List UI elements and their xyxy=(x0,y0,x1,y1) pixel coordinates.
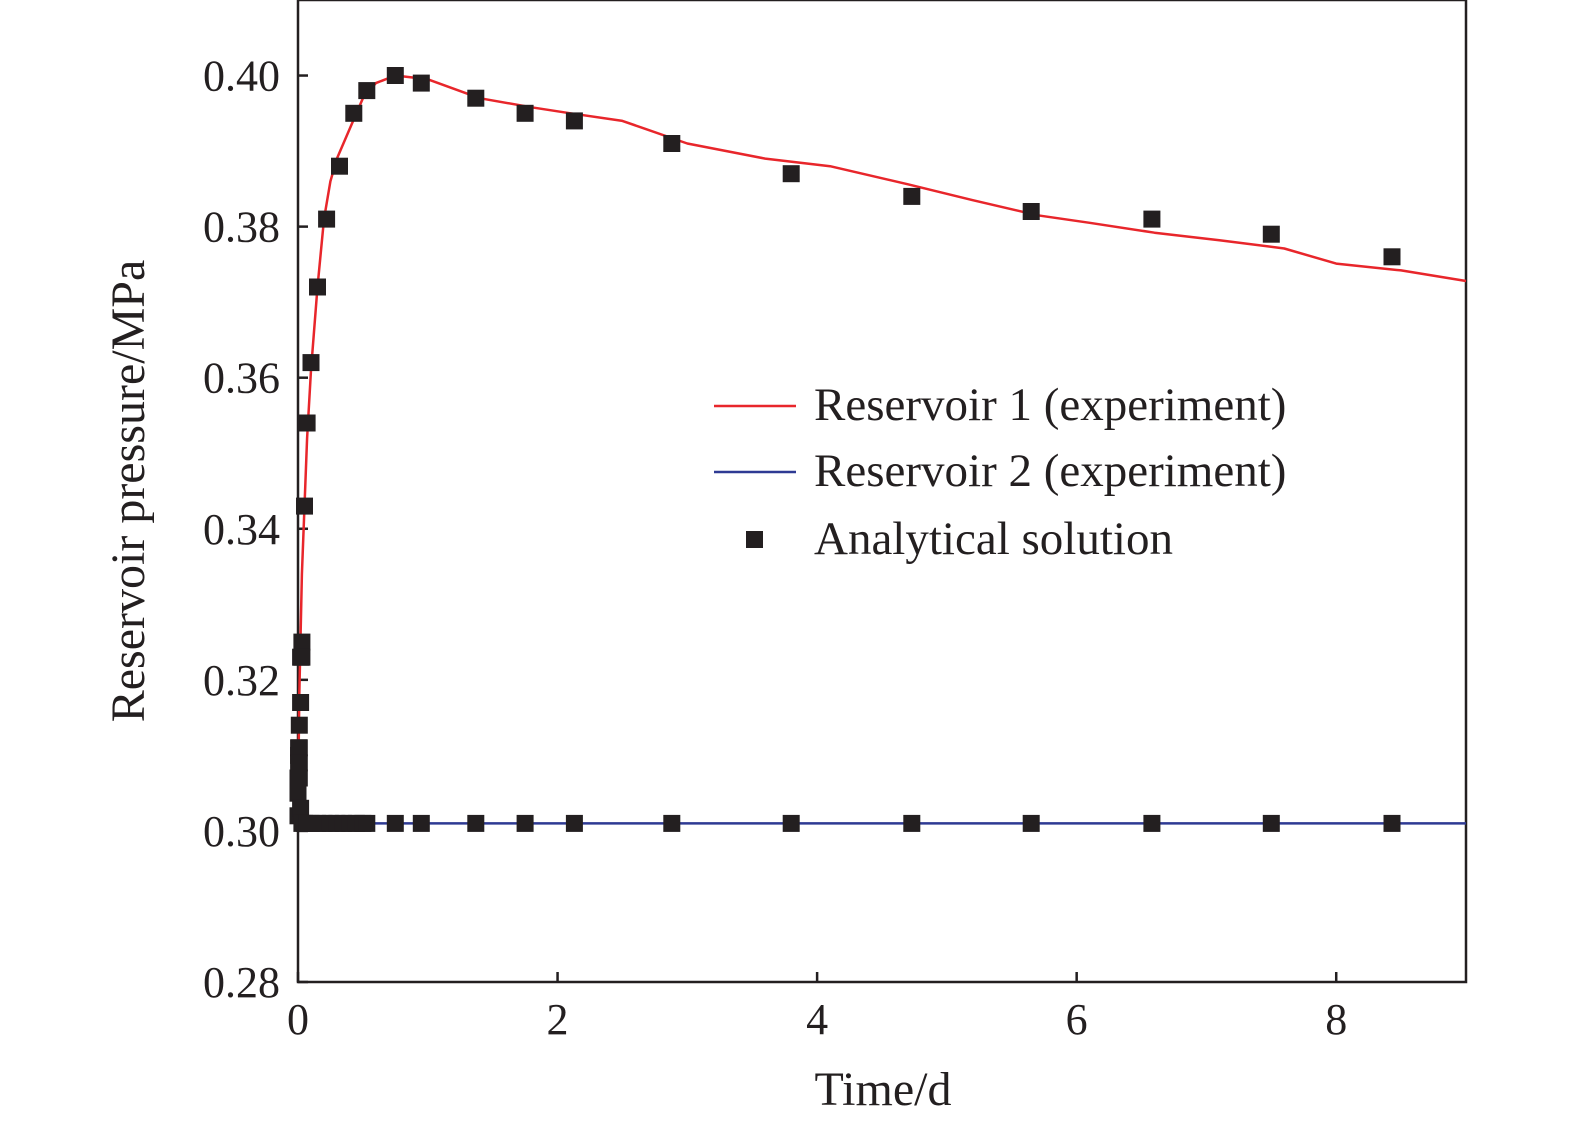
series-line xyxy=(296,761,1466,825)
x-tick-label: 2 xyxy=(547,995,569,1044)
x-tick-label: 4 xyxy=(806,995,828,1044)
series-3 xyxy=(289,67,1401,832)
ticks-layer: 0 2 4 6 8 0.28 0.30 0.32 0.34 0.36 0.38 0.40 xyxy=(203,52,1347,1044)
data-point xyxy=(331,157,348,175)
legend-swatch-analytical xyxy=(746,531,763,548)
legend-label-reservoir-1: Reservoir 1 (experiment) xyxy=(814,379,1286,431)
data-point xyxy=(309,278,326,296)
x-tick-label: 6 xyxy=(1066,995,1088,1044)
data-point xyxy=(467,814,485,832)
data-point xyxy=(1383,248,1401,266)
data-point xyxy=(565,814,583,832)
data-point xyxy=(412,74,430,92)
data-point xyxy=(663,814,681,832)
data-point xyxy=(1262,225,1280,243)
x-axis-title: Time/d xyxy=(815,1063,952,1116)
data-point xyxy=(345,104,363,122)
data-point xyxy=(292,694,310,711)
data-point xyxy=(1143,814,1161,832)
y-axis-title: Reservoir pressure/MPa xyxy=(102,260,155,723)
data-point xyxy=(663,135,681,152)
data-point xyxy=(516,814,534,832)
data-point xyxy=(293,648,311,666)
data-point xyxy=(516,104,534,122)
data-point xyxy=(1022,203,1040,220)
data-point xyxy=(386,67,404,84)
data-point xyxy=(293,633,311,651)
data-point xyxy=(1143,210,1161,228)
data-point xyxy=(290,769,308,787)
data-point xyxy=(358,82,376,100)
series-2 xyxy=(296,761,1466,825)
legend-label-reservoir-2: Reservoir 2 (experiment) xyxy=(814,445,1286,497)
y-tick-label: 0.36 xyxy=(203,354,280,403)
data-point xyxy=(782,165,800,183)
legend-label-analytical: Analytical solution xyxy=(814,513,1173,565)
data-point xyxy=(903,187,921,205)
x-tick-label: 0 xyxy=(287,995,309,1044)
data-point xyxy=(1022,814,1040,832)
legend: Reservoir 1 (experiment) Reservoir 2 (ex… xyxy=(714,379,1286,565)
data-point xyxy=(318,210,336,228)
data-point xyxy=(296,497,313,515)
data-point xyxy=(565,112,583,130)
data-point xyxy=(358,814,376,832)
y-tick-label: 0.38 xyxy=(203,203,280,252)
data-point xyxy=(302,354,320,372)
data-point xyxy=(412,814,430,832)
data-point xyxy=(903,814,921,832)
y-tick-label: 0.28 xyxy=(203,958,280,1007)
data-point xyxy=(782,814,800,832)
data-point xyxy=(298,414,316,432)
data-point xyxy=(290,739,308,757)
data-point xyxy=(292,799,310,817)
data-point xyxy=(290,754,308,772)
y-tick-label: 0.40 xyxy=(203,52,280,101)
data-point xyxy=(290,716,308,734)
data-point xyxy=(1262,814,1280,832)
y-tick-label: 0.30 xyxy=(203,807,280,856)
series-line xyxy=(296,74,1467,831)
x-tick-label: 8 xyxy=(1325,995,1347,1044)
data-point xyxy=(467,89,485,107)
data-point xyxy=(386,814,404,832)
y-tick-label: 0.32 xyxy=(203,656,280,705)
series-1 xyxy=(296,74,1467,831)
series-layer xyxy=(289,67,1467,832)
y-tick-label: 0.34 xyxy=(203,505,280,554)
data-point xyxy=(289,784,307,802)
data-point xyxy=(1383,814,1401,832)
plot-frame xyxy=(296,0,1468,984)
